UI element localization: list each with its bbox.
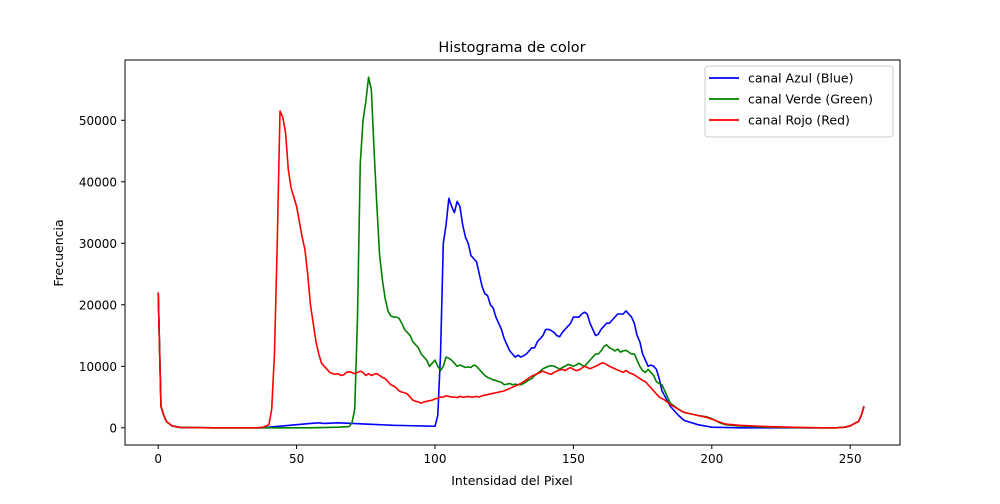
series-layer [157, 76, 865, 429]
x-axis-ticks: 0 50 100 150 200 250 [154, 445, 862, 466]
x-tick-label: 250 [839, 452, 862, 466]
chart-title: Histograma de color [438, 40, 585, 56]
plot-area-frame [124, 59, 901, 446]
y-tick-label: 0 [109, 421, 117, 435]
y-tick-label: 40000 [79, 175, 117, 189]
y-tick-label: 10000 [79, 360, 117, 374]
y-tick-label: 30000 [79, 237, 117, 251]
x-tick-label: 50 [289, 452, 304, 466]
x-tick-label: 0 [154, 452, 162, 466]
y-axis-label: Frecuencia [51, 219, 66, 286]
x-tick-label: 200 [700, 452, 723, 466]
legend-label-1: canal Azul (Blue) [748, 71, 853, 86]
legend-box [704, 65, 894, 138]
y-tick-label: 20000 [79, 298, 117, 312]
series-line-3 [157, 110, 865, 429]
legend-label-2: canal Verde (Green) [748, 92, 873, 107]
y-tick-label: 50000 [79, 114, 117, 128]
x-tick-label: 150 [562, 452, 585, 466]
series-line-1 [157, 197, 865, 429]
x-axis-label: Intensidad del Pixel [451, 473, 573, 488]
legend-label-3: canal Rojo (Red) [748, 113, 850, 128]
legend: canal Azul (Blue) canal Verde (Green) cana… [704, 65, 894, 138]
y-axis-ticks: 0 10000 20000 30000 40000 50000 [79, 114, 125, 435]
x-tick-label: 100 [424, 452, 447, 466]
